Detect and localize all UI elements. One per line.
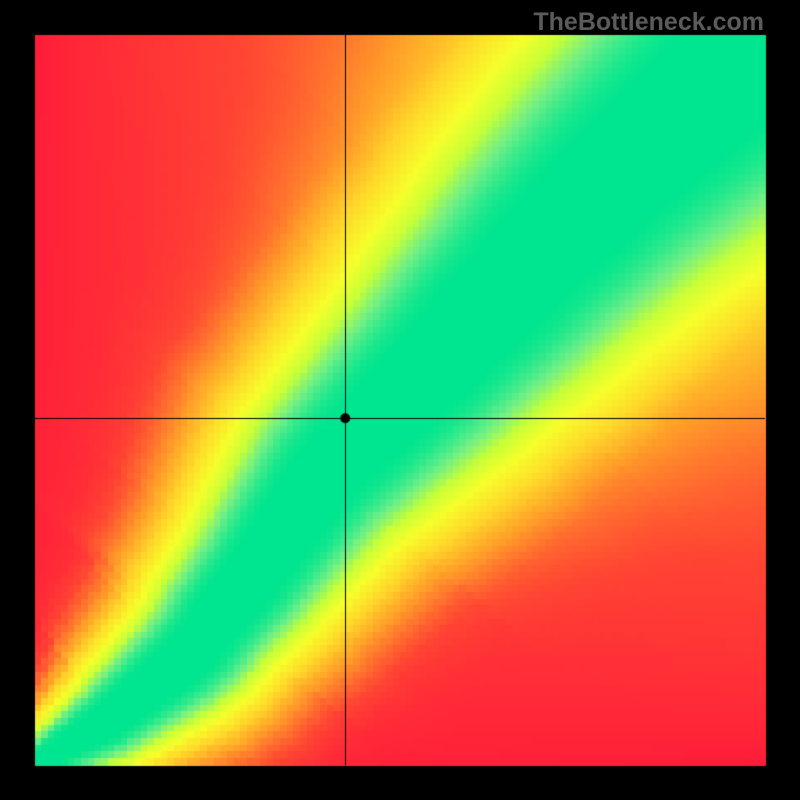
chart-stage: TheBottleneck.com bbox=[0, 0, 800, 800]
heatmap-canvas bbox=[0, 0, 800, 800]
